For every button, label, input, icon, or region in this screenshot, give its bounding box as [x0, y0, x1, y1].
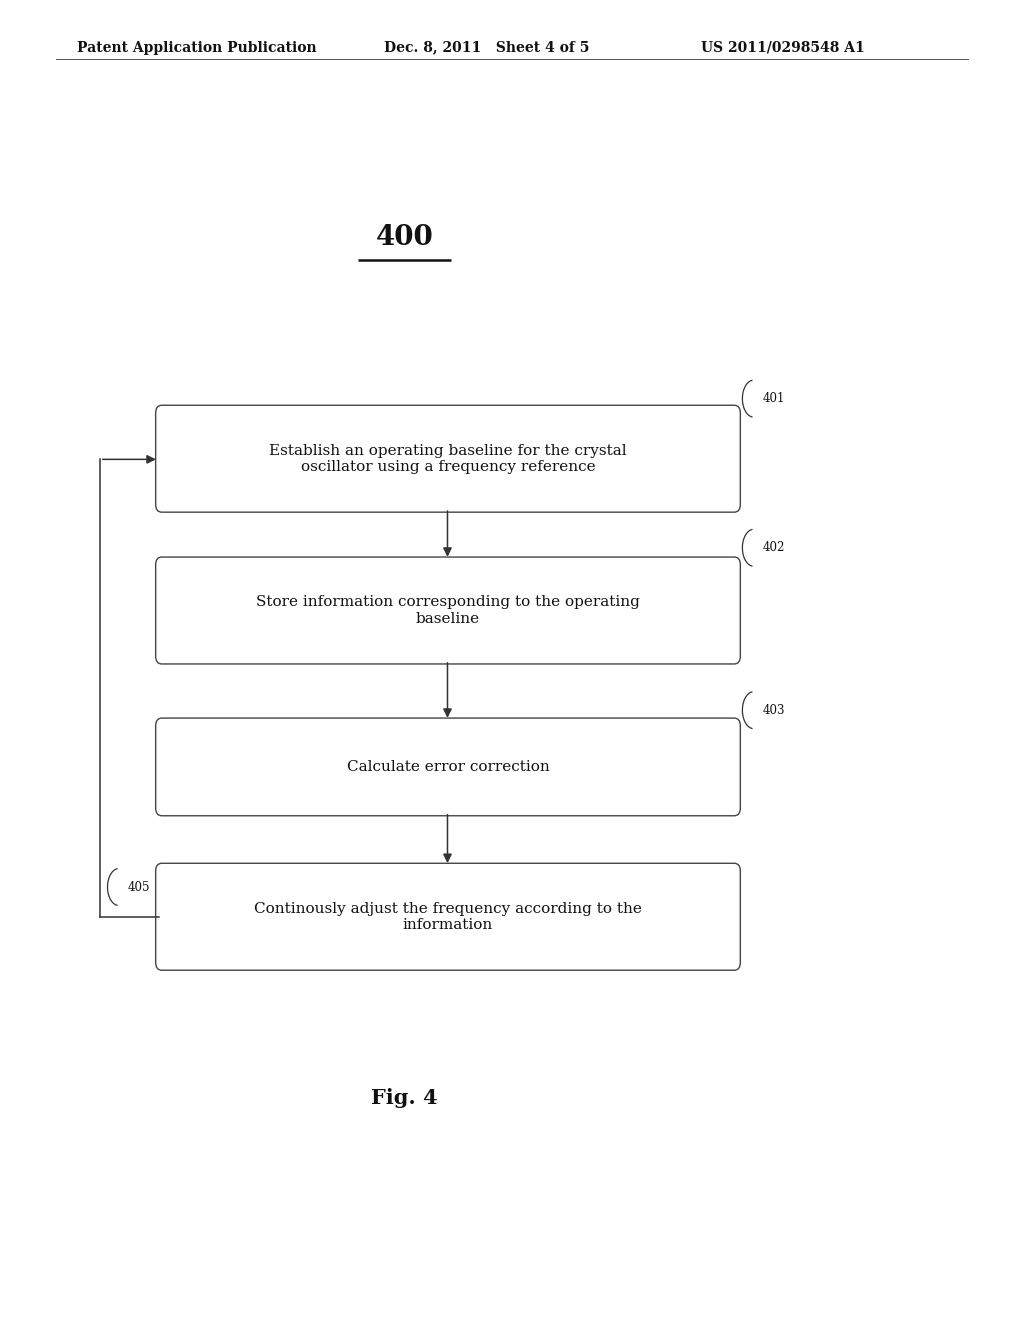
- Text: Dec. 8, 2011   Sheet 4 of 5: Dec. 8, 2011 Sheet 4 of 5: [384, 41, 590, 54]
- Text: Establish an operating baseline for the crystal
oscillator using a frequency ref: Establish an operating baseline for the …: [269, 444, 627, 474]
- Text: US 2011/0298548 A1: US 2011/0298548 A1: [701, 41, 865, 54]
- Text: 403: 403: [763, 704, 785, 717]
- Text: Patent Application Publication: Patent Application Publication: [77, 41, 316, 54]
- Text: 402: 402: [763, 541, 785, 554]
- Text: 400: 400: [376, 224, 433, 251]
- Text: 401: 401: [763, 392, 785, 405]
- Text: Calculate error correction: Calculate error correction: [347, 760, 549, 774]
- Text: Store information corresponding to the operating
baseline: Store information corresponding to the o…: [256, 595, 640, 626]
- Text: 405: 405: [128, 880, 151, 894]
- FancyBboxPatch shape: [156, 863, 740, 970]
- FancyBboxPatch shape: [156, 405, 740, 512]
- Text: Continously adjust the frequency according to the
information: Continously adjust the frequency accordi…: [254, 902, 642, 932]
- FancyBboxPatch shape: [156, 557, 740, 664]
- FancyBboxPatch shape: [156, 718, 740, 816]
- Text: Fig. 4: Fig. 4: [371, 1088, 438, 1109]
